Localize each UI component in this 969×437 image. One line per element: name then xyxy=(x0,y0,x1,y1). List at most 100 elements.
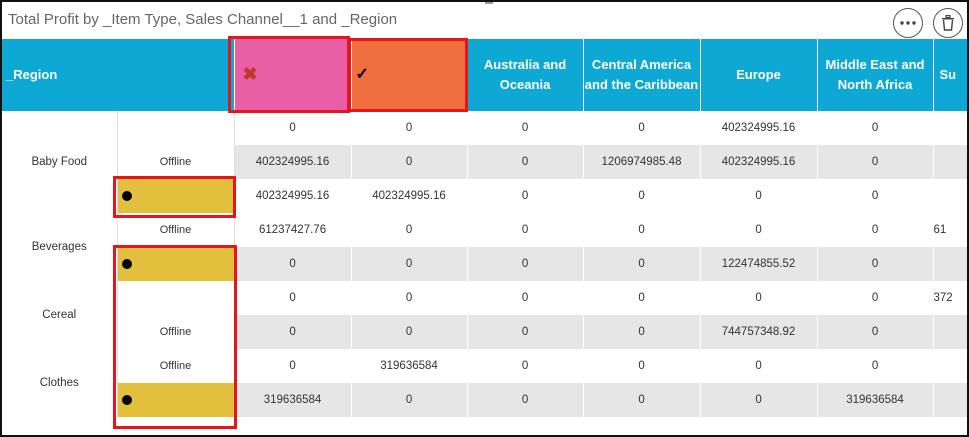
value-cell[interactable]: 0 xyxy=(583,281,701,315)
check-mark-icon: ✓ xyxy=(355,66,369,83)
bullet-icon xyxy=(121,395,132,406)
item-type-cell[interactable]: Clothes xyxy=(2,349,118,417)
value-cell[interactable]: 0 xyxy=(234,111,352,145)
value-cell[interactable]: 0 xyxy=(467,247,584,281)
column-header-check[interactable]: ✓ xyxy=(351,39,468,111)
value-cell[interactable]: 0 xyxy=(817,247,934,281)
value-cell[interactable]: 0 xyxy=(583,349,701,383)
value-cell[interactable]: 0 xyxy=(234,349,352,383)
value-cell[interactable]: 0 xyxy=(351,315,468,349)
table-row: Clothes Offline 0 319636584 0 0 0 0 xyxy=(2,349,967,417)
value-cell[interactable]: 0 xyxy=(700,383,818,417)
trash-icon xyxy=(942,15,954,31)
column-header[interactable]: Australia and Oceania xyxy=(467,39,584,111)
column-header-x[interactable]: ✖ xyxy=(234,39,352,111)
value-cell[interactable]: 0 xyxy=(351,111,468,145)
value-cell[interactable]: 0 xyxy=(467,383,584,417)
value-cell[interactable]: 0 xyxy=(817,145,934,179)
value-cell[interactable]: 0 xyxy=(700,179,818,213)
item-type-cell[interactable]: Baby Food xyxy=(2,111,118,213)
value-cell[interactable]: 0 xyxy=(351,145,468,179)
value-cell[interactable]: 0 xyxy=(351,247,468,281)
bullet-icon xyxy=(121,191,132,202)
sales-channel-cell[interactable]: Offline xyxy=(117,315,235,349)
pivot-table-container[interactable]: _Region ✖ ✓ Australia and Oceania Centra… xyxy=(2,39,967,435)
item-type-cell[interactable]: Cereal xyxy=(2,281,118,349)
value-cell[interactable]: 0 xyxy=(467,315,584,349)
value-cell[interactable] xyxy=(933,111,967,145)
column-header[interactable]: Su xyxy=(933,39,967,111)
value-cell[interactable]: 0 xyxy=(467,213,584,247)
value-cell[interactable] xyxy=(933,145,967,179)
column-header[interactable]: Middle East and North Africa xyxy=(817,39,934,111)
sales-channel-cell[interactable] xyxy=(117,383,235,417)
value-cell[interactable]: 0 xyxy=(467,145,584,179)
value-cell[interactable]: 402324995.16 xyxy=(234,145,352,179)
value-cell[interactable]: 319636584 xyxy=(351,349,468,383)
sales-channel-cell[interactable]: Offline xyxy=(117,145,235,179)
value-cell[interactable]: 0 xyxy=(817,315,934,349)
value-cell[interactable] xyxy=(933,383,967,417)
sales-channel-cell[interactable] xyxy=(117,179,235,213)
sales-channel-cell[interactable] xyxy=(117,111,235,145)
sales-channel-cell[interactable]: Offline xyxy=(117,213,235,247)
value-cell[interactable]: 0 xyxy=(351,383,468,417)
sales-channel-cell[interactable]: Offline xyxy=(117,349,235,383)
value-cell[interactable]: 0 xyxy=(700,213,818,247)
value-cell[interactable]: 0 xyxy=(700,281,818,315)
table-row: 402324995.16 402324995.16 0 0 0 0 xyxy=(2,179,967,213)
sales-channel-cell[interactable] xyxy=(117,281,235,315)
value-cell[interactable]: 0 xyxy=(234,281,352,315)
value-cell[interactable]: 744757348.92 xyxy=(700,315,818,349)
value-cell[interactable]: 402324995.16 xyxy=(700,111,818,145)
value-cell[interactable]: 372 xyxy=(933,281,967,315)
value-cell[interactable] xyxy=(933,315,967,349)
value-cell[interactable]: 0 xyxy=(583,179,701,213)
value-cell[interactable]: 0 xyxy=(351,213,468,247)
value-cell[interactable]: 0 xyxy=(467,281,584,315)
value-cell[interactable]: 319636584 xyxy=(234,383,352,417)
value-cell[interactable]: 0 xyxy=(817,111,934,145)
value-cell[interactable]: 0 xyxy=(817,281,934,315)
value-cell[interactable]: 0 xyxy=(351,281,468,315)
value-cell[interactable]: 0 xyxy=(700,349,818,383)
value-cell[interactable]: 0 xyxy=(583,315,701,349)
sales-channel-cell[interactable] xyxy=(117,247,235,281)
value-cell[interactable] xyxy=(933,349,967,383)
value-cell[interactable]: 0 xyxy=(817,213,934,247)
region-header[interactable]: _Region xyxy=(2,39,235,111)
value-cell[interactable]: 0 xyxy=(583,247,701,281)
column-header[interactable]: Europe xyxy=(700,39,818,111)
table-row: Offline 402324995.16 0 0 1206974985.48 402324… xyxy=(2,145,967,179)
column-header[interactable]: Central America and the Caribbean xyxy=(583,39,701,111)
value-cell[interactable]: 402324995.16 xyxy=(234,179,352,213)
table-row: Cereal 0 0 0 0 0 0 372 xyxy=(2,281,967,349)
delete-button[interactable] xyxy=(933,8,963,38)
value-cell[interactable]: 0 xyxy=(583,111,701,145)
value-cell[interactable]: 61237427.76 xyxy=(234,213,352,247)
pivot-table: _Region ✖ ✓ Australia and Oceania Centra… xyxy=(2,39,967,417)
bullet-icon xyxy=(121,259,132,270)
value-cell[interactable]: 319636584 xyxy=(817,383,934,417)
value-cell[interactable]: 0 xyxy=(817,349,934,383)
header-row: _Region ✖ ✓ Australia and Oceania Centra… xyxy=(2,39,967,111)
value-cell[interactable]: 0 xyxy=(467,349,584,383)
table-row: 0 0 0 0 122474855.52 0 xyxy=(2,247,967,281)
drag-handle[interactable] xyxy=(485,2,493,4)
value-cell[interactable]: 61 xyxy=(933,213,967,247)
value-cell[interactable]: 0 xyxy=(467,179,584,213)
value-cell[interactable]: 122474855.52 xyxy=(700,247,818,281)
value-cell[interactable]: 402324995.16 xyxy=(700,145,818,179)
value-cell[interactable]: 0 xyxy=(234,315,352,349)
value-cell[interactable]: 0 xyxy=(467,111,584,145)
value-cell[interactable]: 0 xyxy=(817,179,934,213)
value-cell[interactable]: 1206974985.48 xyxy=(583,145,701,179)
more-options-button[interactable] xyxy=(893,8,923,38)
value-cell[interactable] xyxy=(933,179,967,213)
value-cell[interactable]: 0 xyxy=(583,213,701,247)
item-type-cell[interactable]: Beverages xyxy=(2,213,118,281)
value-cell[interactable]: 402324995.16 xyxy=(351,179,468,213)
value-cell[interactable] xyxy=(933,247,967,281)
value-cell[interactable]: 0 xyxy=(234,247,352,281)
value-cell[interactable]: 0 xyxy=(583,383,701,417)
